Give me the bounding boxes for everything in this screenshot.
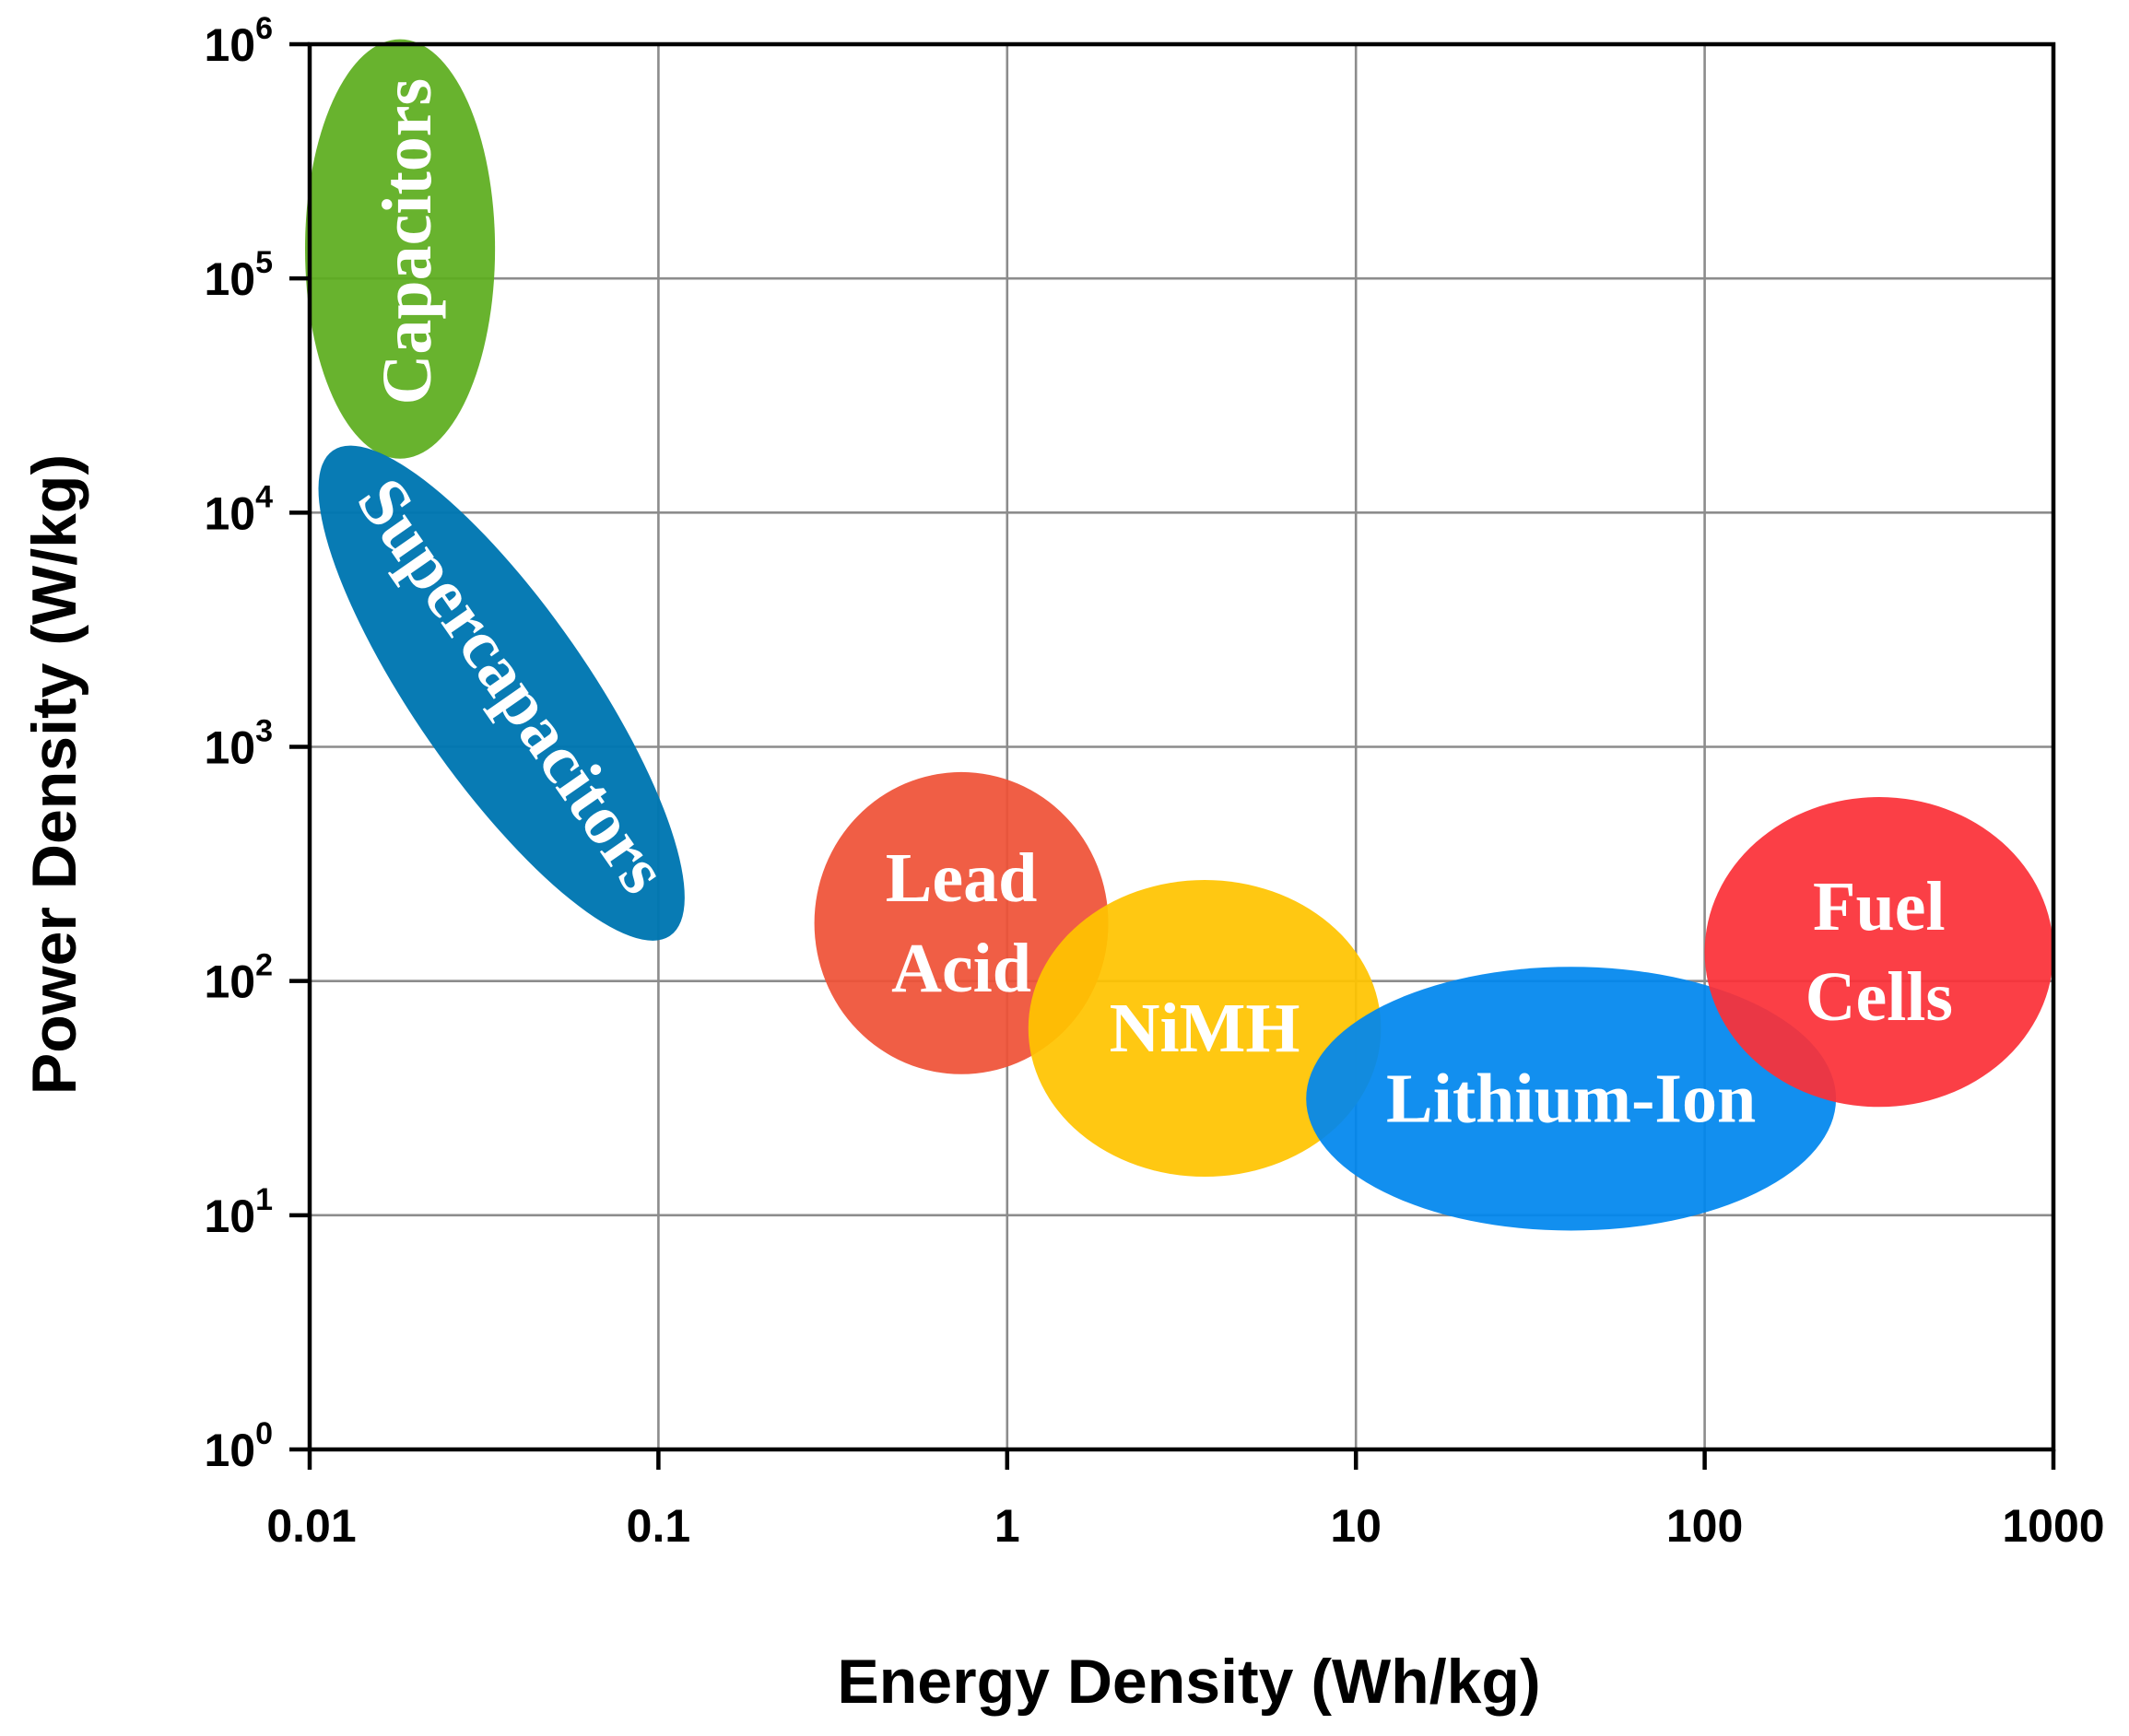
technology-regions — [304, 39, 2053, 1231]
y-tick-label: 100 — [204, 1416, 273, 1476]
x-tick-label: 0.1 — [627, 1500, 691, 1552]
region-label-capacitors: Capacitors — [369, 78, 446, 405]
region-lithium-ion — [1306, 967, 1837, 1231]
x-tick-label: 1000 — [2002, 1500, 2104, 1552]
y-tick-label: 105 — [204, 245, 273, 305]
region-fuel-cells — [1704, 797, 2053, 1108]
region-label-lithium-ion: Lithium-Ion — [1386, 1060, 1756, 1137]
region-label-fuel-cells: Fuel — [1813, 868, 1946, 945]
x-axis-title: Energy Density (Wh/kg) — [837, 1647, 1540, 1717]
region-label-lead-acid: Acid — [891, 930, 1031, 1007]
x-tick-label: 10 — [1330, 1500, 1382, 1552]
region-label-fuel-cells: Cells — [1806, 958, 1953, 1036]
x-tick-label: 100 — [1666, 1500, 1743, 1552]
y-tick-label: 102 — [204, 948, 273, 1008]
region-label-lead-acid: Lead — [886, 839, 1038, 917]
region-label-nimh: NiMH — [1110, 990, 1300, 1067]
region-supercapacitors — [318, 445, 685, 941]
region-nimh — [1028, 880, 1382, 1178]
y-tick-label: 101 — [204, 1182, 273, 1242]
x-tick-label: 1 — [994, 1500, 1020, 1552]
y-tick-label: 103 — [204, 714, 273, 774]
x-tick-label: 0.01 — [266, 1500, 356, 1552]
region-capacitors — [304, 39, 496, 459]
y-axis-title: Power Density (W/kg) — [19, 454, 89, 1095]
axis-ticks: 0.01 0.1 1 10 100 1000 100 101 102 103 104 105 106 — [204, 11, 2104, 1552]
y-tick-label: 106 — [204, 11, 273, 71]
y-tick-label: 104 — [204, 479, 273, 539]
